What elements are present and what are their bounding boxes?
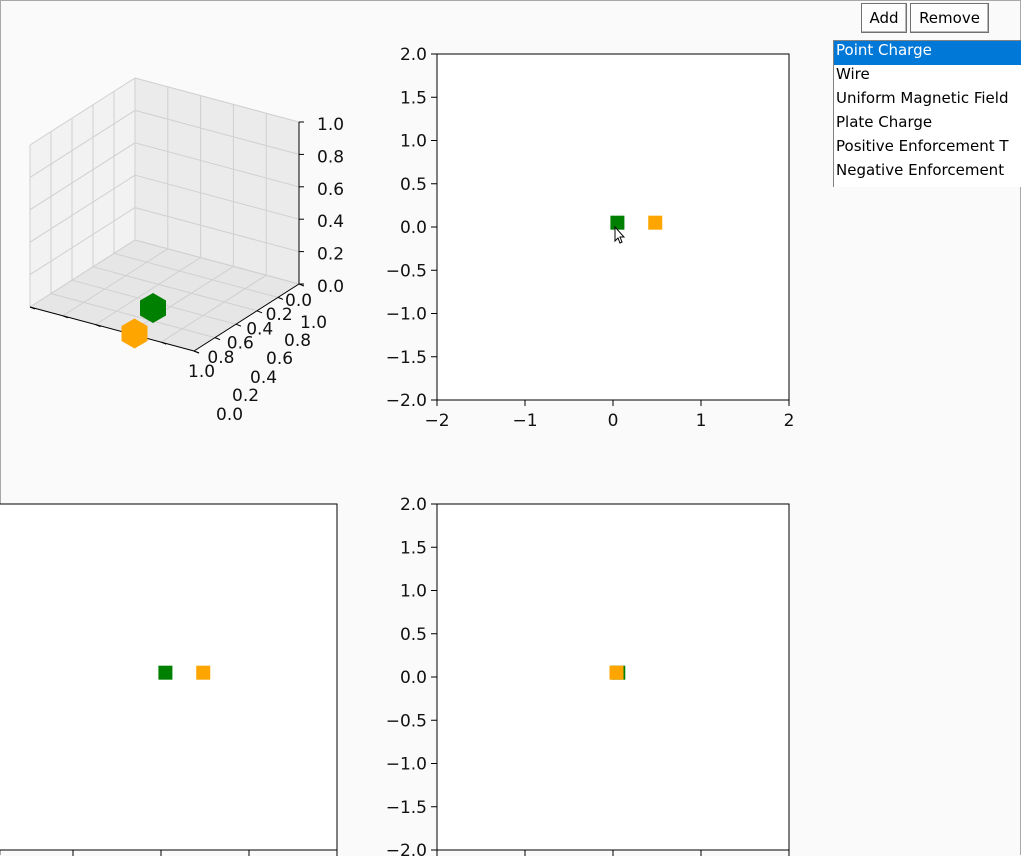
y-tick-label: −0.5 xyxy=(386,711,427,731)
y-tick-label: 0.0 xyxy=(216,405,243,425)
x-tick xyxy=(235,323,242,327)
point-marker-green xyxy=(158,665,173,680)
x-axis-line xyxy=(29,306,195,352)
y-tick-label: 0.5 xyxy=(400,625,427,645)
list-item[interactable]: Point Charge xyxy=(834,41,1021,65)
z-tick-label: 0.2 xyxy=(317,245,344,265)
grid-line xyxy=(95,257,201,326)
grid-line xyxy=(134,109,300,155)
y-tick xyxy=(161,341,167,345)
grid-line xyxy=(92,266,258,312)
add-button[interactable]: Add xyxy=(861,3,907,33)
list-item[interactable]: Wire xyxy=(836,65,870,83)
x-tick xyxy=(214,337,221,341)
grid-line xyxy=(134,207,300,253)
x-tick-label: 0.8 xyxy=(207,348,234,368)
y-tick-label: 0.2 xyxy=(232,386,259,406)
point-marker-orange xyxy=(121,318,148,349)
point-marker-orange xyxy=(196,665,211,680)
x-tick-label: 1 xyxy=(696,411,707,431)
pane-back-right xyxy=(135,78,299,284)
y-tick-label: 1.5 xyxy=(400,88,427,108)
y-axis-line xyxy=(193,283,300,352)
y-tick xyxy=(62,315,68,319)
y-tick-label: 0.8 xyxy=(284,331,311,351)
y-tick-label: 0.5 xyxy=(400,175,427,195)
plot-bottom-right: 2.0 1.5 1.0 0.5 0.0 −0.5 −1.0 −1.5 −2.0 xyxy=(386,495,790,856)
point-marker-orange xyxy=(609,665,624,680)
y-tick-label: −0.5 xyxy=(386,261,427,281)
z-tick-label: 0.8 xyxy=(317,147,344,167)
grid-line xyxy=(160,274,267,343)
x-tick-label: 2 xyxy=(784,411,795,431)
x-tick-label: 0.2 xyxy=(266,305,293,325)
point-marker-green xyxy=(610,215,625,230)
y-tick-label: −2.0 xyxy=(386,841,427,856)
x-tick-label: 0 xyxy=(608,411,619,431)
grid-line xyxy=(29,142,136,211)
y-tick xyxy=(95,324,101,328)
y-tick-label: −1.5 xyxy=(386,798,427,818)
z-tick-label: 0.4 xyxy=(317,212,344,232)
y-tick-label: −2.0 xyxy=(386,391,427,411)
x-tick xyxy=(277,296,284,300)
point-marker-orange xyxy=(648,215,663,230)
point-marker-green xyxy=(140,293,166,323)
y-tick-label: 0.4 xyxy=(250,368,277,388)
y-tick-label: 1.0 xyxy=(400,582,427,602)
grid-line xyxy=(134,77,300,123)
y-tick-label: −1.0 xyxy=(386,755,427,775)
y-tick-label: 2.0 xyxy=(400,495,427,515)
grid-line xyxy=(128,265,234,334)
x-tick-label: 0.4 xyxy=(246,319,273,339)
x-tick-label: 1.0 xyxy=(188,362,215,382)
grid-line xyxy=(29,239,136,308)
plot-xy-top-right: −2 −1 0 1 2 2.0 1.5 1.0 0.5 0.0 −0.5 −1.0 −1.5 −2.0 xyxy=(386,45,795,431)
y-tick-label: 0.0 xyxy=(400,668,427,688)
z-tick-label: 0.0 xyxy=(317,277,344,297)
remove-button[interactable]: Remove xyxy=(910,3,989,33)
grid-line xyxy=(50,293,216,339)
grid-line xyxy=(62,248,169,317)
grid-line xyxy=(134,239,300,285)
x-tick-label: 0.0 xyxy=(285,291,312,311)
grid-line xyxy=(134,174,300,220)
x-tick-label: −2 xyxy=(424,411,449,431)
z-tick-label: 1.0 xyxy=(317,115,344,135)
plot-bottom-left xyxy=(0,503,338,856)
y-tick-label: 0.6 xyxy=(266,349,293,369)
x-tick xyxy=(256,310,263,314)
grid-line xyxy=(29,207,136,276)
y-tick-label: 1.5 xyxy=(400,538,427,558)
x-tick-label: −1 xyxy=(512,411,537,431)
list-item[interactable]: Negative Enforcement xyxy=(836,161,1005,179)
grid-line xyxy=(134,142,300,188)
grid-line xyxy=(113,252,279,298)
object-type-listbox[interactable]: Point Charge Wire Uniform Magnetic Field Pl… xyxy=(833,40,1021,187)
y-tick xyxy=(29,306,36,310)
grid-line xyxy=(29,174,136,243)
y-tick xyxy=(193,350,200,354)
mouse-cursor-icon xyxy=(614,225,626,244)
y-tick-label: 1.0 xyxy=(300,313,327,333)
y-tick-label: −1.0 xyxy=(386,305,427,325)
y-tick-label: 0.0 xyxy=(400,218,427,238)
grid-line xyxy=(29,77,136,146)
list-item[interactable]: Positive Enforcement T xyxy=(836,137,1009,155)
pane-back-left xyxy=(30,78,135,307)
x-tick-label: 0.6 xyxy=(227,334,254,354)
list-item[interactable]: Plate Charge xyxy=(836,113,933,131)
y-tick-label: 1.0 xyxy=(400,132,427,152)
z-tick-label: 0.6 xyxy=(317,180,344,200)
y-tick-label: −1.5 xyxy=(386,348,427,368)
plot-3d: 0.00.20.40.60.81.00.00.20.40.60.81.00.00… xyxy=(29,77,344,425)
y-tick-label: 2.0 xyxy=(400,45,427,65)
grid-line xyxy=(29,109,136,178)
list-item[interactable]: Uniform Magnetic Field xyxy=(836,89,1009,107)
